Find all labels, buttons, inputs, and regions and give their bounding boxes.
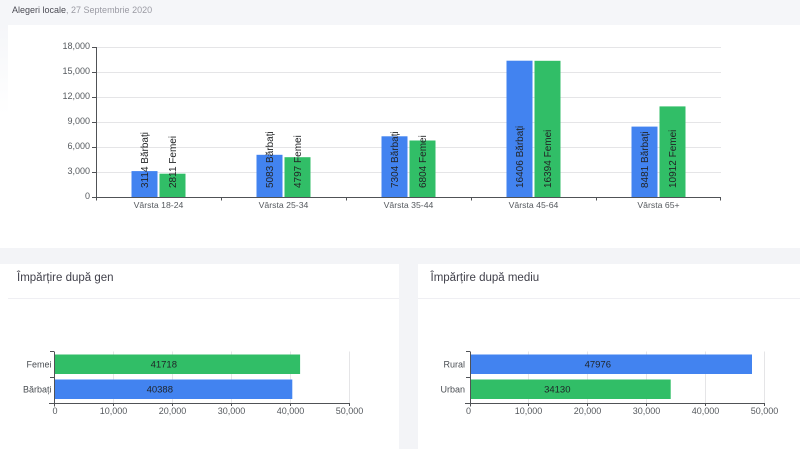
svg-text:40,000: 40,000 [692,406,720,416]
svg-text:3114 Bărbați: 3114 Bărbați [140,132,151,188]
svg-text:50,000: 50,000 [336,406,364,416]
svg-text:47976: 47976 [585,360,611,371]
svg-text:16394 Femei: 16394 Femei [543,130,554,188]
svg-text:12,000: 12,000 [62,91,90,101]
svg-text:Vârsta 65+: Vârsta 65+ [637,200,679,210]
svg-text:5083 Bărbați: 5083 Bărbați [265,131,276,188]
svg-text:9,000: 9,000 [67,116,90,126]
svg-text:10912 Femei: 10912 Femei [668,130,679,188]
svg-text:6,000: 6,000 [67,141,90,151]
svg-text:50,000: 50,000 [751,406,779,416]
svg-text:0: 0 [85,191,90,201]
svg-text:6804 Femei: 6804 Femei [418,135,429,188]
svg-text:18,000: 18,000 [62,41,90,51]
svg-text:2811 Femei: 2811 Femei [168,136,179,188]
svg-text:3,000: 3,000 [67,166,90,176]
svg-text:Vârsta 18-24: Vârsta 18-24 [134,200,184,210]
svg-text:20,000: 20,000 [159,406,187,416]
svg-text:30,000: 30,000 [633,406,661,416]
svg-text:15,000: 15,000 [62,66,90,76]
svg-text:Urban: Urban [440,384,465,394]
svg-text:20,000: 20,000 [574,406,602,416]
svg-text:10,000: 10,000 [100,406,128,416]
svg-text:0: 0 [52,406,57,416]
svg-text:7304 Bărbați: 7304 Bărbați [390,131,401,188]
svg-text:34130: 34130 [544,385,570,396]
svg-text:Rural: Rural [443,359,465,369]
svg-text:8481 Bărbați: 8481 Bărbați [640,131,651,188]
svg-text:Bărbați: Bărbați [23,384,52,394]
svg-text:Vârsta 35-44: Vârsta 35-44 [384,200,434,210]
svg-text:40388: 40388 [147,385,173,396]
svg-text:Femei: Femei [26,359,51,369]
svg-text:10,000: 10,000 [515,406,543,416]
svg-text:0: 0 [466,406,471,416]
svg-text:Vârsta 25-34: Vârsta 25-34 [259,200,309,210]
svg-text:Vârsta 45-64: Vârsta 45-64 [509,200,559,210]
svg-text:41718: 41718 [151,360,177,371]
svg-text:4797 Femei: 4797 Femei [293,135,304,188]
svg-text:40,000: 40,000 [277,406,305,416]
svg-text:30,000: 30,000 [218,406,246,416]
svg-text:16406 Bărbați: 16406 Bărbați [515,126,526,188]
